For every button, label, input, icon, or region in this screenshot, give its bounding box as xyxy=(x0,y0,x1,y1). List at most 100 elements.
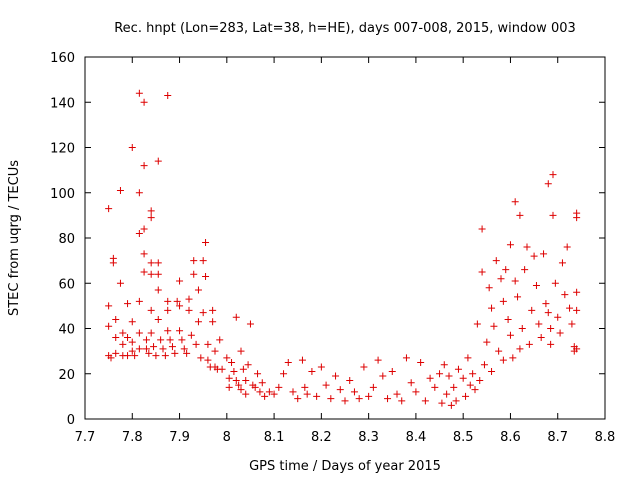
y-tick-label: 60 xyxy=(58,277,75,292)
data-point xyxy=(547,340,555,348)
data-point xyxy=(178,336,186,344)
data-point xyxy=(341,397,349,405)
data-point xyxy=(187,331,195,339)
data-point xyxy=(164,297,172,305)
x-tick-label: 8.7 xyxy=(547,430,568,445)
data-point xyxy=(454,365,462,373)
data-point xyxy=(492,257,500,265)
x-tick-label: 8.1 xyxy=(264,430,285,445)
data-point xyxy=(116,186,124,194)
data-point xyxy=(284,358,292,366)
data-point xyxy=(258,379,266,387)
data-point xyxy=(459,374,467,382)
data-point xyxy=(199,309,207,317)
data-point xyxy=(171,349,179,357)
data-point xyxy=(225,383,233,391)
data-point xyxy=(516,345,524,353)
data-point xyxy=(303,390,311,398)
data-point xyxy=(313,392,321,400)
data-point xyxy=(256,388,264,396)
data-point xyxy=(119,329,127,337)
data-point xyxy=(142,345,150,353)
data-point xyxy=(154,270,162,278)
data-point xyxy=(573,306,581,314)
data-point xyxy=(159,345,167,353)
data-point xyxy=(426,374,434,382)
data-point xyxy=(135,229,143,237)
data-point xyxy=(398,397,406,405)
data-point xyxy=(176,302,184,310)
data-point xyxy=(499,297,507,305)
data-point xyxy=(478,225,486,233)
data-point xyxy=(218,365,226,373)
chart-title: Rec. hnpt (Lon=283, Lat=38, h=HE), days … xyxy=(114,21,576,36)
y-tick-label: 100 xyxy=(50,187,75,202)
data-point xyxy=(116,279,124,287)
y-axis-label: STEC from uqrg / TECUs xyxy=(7,160,22,316)
x-axis-label: GPS time / Days of year 2015 xyxy=(249,459,441,474)
data-point xyxy=(573,288,581,296)
data-point xyxy=(476,377,484,385)
data-point xyxy=(514,293,522,301)
data-point xyxy=(176,327,184,335)
data-point xyxy=(436,370,444,378)
plot-frame xyxy=(84,56,606,420)
data-point xyxy=(166,336,174,344)
data-point xyxy=(237,347,245,355)
x-tick-label: 7.9 xyxy=(169,430,190,445)
data-point xyxy=(294,395,302,403)
data-point xyxy=(388,367,396,375)
data-point xyxy=(532,282,540,290)
data-point xyxy=(327,395,335,403)
data-point xyxy=(440,361,448,369)
data-point xyxy=(147,259,155,267)
data-point xyxy=(135,345,143,353)
data-point xyxy=(157,336,165,344)
data-point xyxy=(124,334,132,342)
data-point xyxy=(485,284,493,292)
data-points xyxy=(105,89,581,409)
x-tick-label: 8.4 xyxy=(406,430,427,445)
data-point xyxy=(332,372,340,380)
data-point xyxy=(511,198,519,206)
data-point xyxy=(109,259,117,267)
data-point xyxy=(176,277,184,285)
data-point xyxy=(228,358,236,366)
data-point xyxy=(202,272,210,280)
data-point xyxy=(473,320,481,328)
data-point xyxy=(421,397,429,405)
y-tick-label: 140 xyxy=(50,96,75,111)
data-point xyxy=(280,370,288,378)
data-point xyxy=(336,386,344,394)
data-point xyxy=(194,318,202,326)
data-point xyxy=(140,98,148,106)
data-point xyxy=(365,392,373,400)
data-point xyxy=(202,239,210,247)
data-point xyxy=(209,318,217,326)
x-tick-label: 8.5 xyxy=(453,430,474,445)
data-point xyxy=(518,325,526,332)
data-point xyxy=(135,89,143,97)
y-tick-label: 80 xyxy=(58,232,75,247)
data-point xyxy=(235,381,243,389)
data-point xyxy=(483,338,491,346)
data-point xyxy=(523,243,531,251)
data-point xyxy=(443,390,451,398)
data-point xyxy=(140,162,148,170)
data-point xyxy=(211,347,219,355)
data-point xyxy=(566,304,574,312)
data-point xyxy=(168,343,176,351)
data-point xyxy=(322,381,330,389)
data-point xyxy=(506,241,514,249)
data-point xyxy=(407,379,415,387)
data-point xyxy=(140,225,148,233)
data-point xyxy=(185,295,193,303)
data-point xyxy=(417,358,425,366)
data-point xyxy=(197,354,205,362)
data-point xyxy=(147,207,155,215)
data-point xyxy=(164,327,172,335)
data-point xyxy=(412,388,420,396)
data-point xyxy=(554,313,562,321)
data-point xyxy=(161,352,169,360)
